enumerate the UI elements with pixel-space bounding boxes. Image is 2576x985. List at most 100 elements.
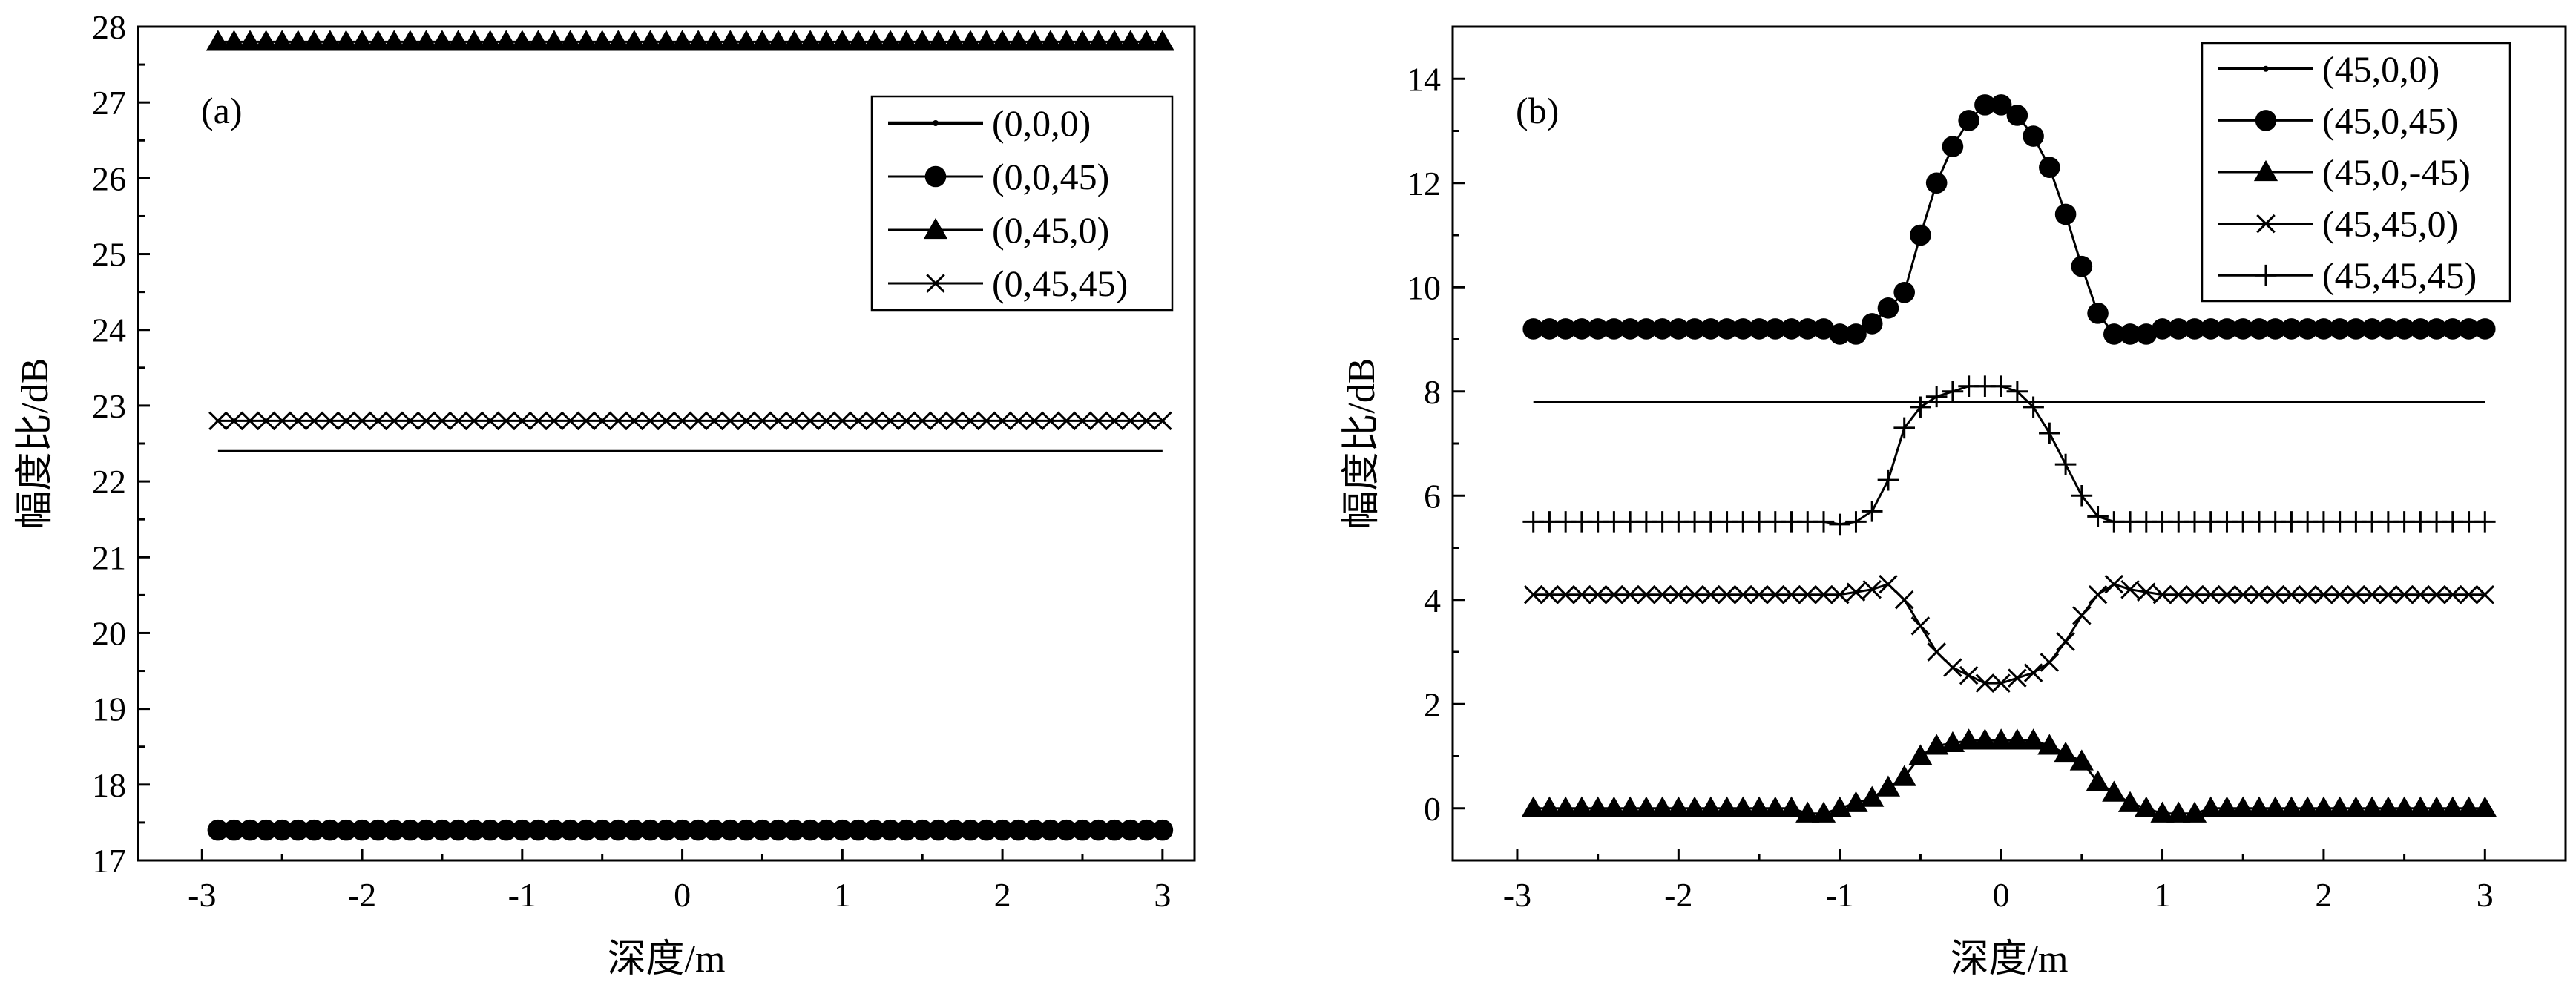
- data-point: [1862, 579, 1882, 599]
- data-point: [2248, 318, 2270, 340]
- data-point: [1830, 584, 1850, 604]
- data-point: [608, 411, 628, 431]
- data-point: [1698, 796, 1723, 817]
- data-point: [384, 411, 404, 431]
- x-tick-label: -3: [188, 876, 216, 914]
- data-point: [896, 411, 916, 431]
- y-axis-title: 幅度比/dB: [1341, 358, 1383, 529]
- series-line: [1533, 385, 2485, 526]
- x-tick-label: -2: [348, 876, 376, 914]
- data-point: [2279, 796, 2304, 817]
- data-point: [2281, 318, 2302, 340]
- data-point: [2071, 255, 2093, 277]
- data-point: [1054, 30, 1079, 51]
- data-point: [1732, 318, 1754, 340]
- data-point: [1620, 584, 1640, 604]
- data-point: [414, 30, 438, 51]
- data-point: [254, 30, 278, 51]
- data-point: [2411, 584, 2431, 604]
- data-point: [2023, 663, 2043, 682]
- data-point: [1105, 411, 1124, 431]
- legend-marker: [923, 217, 948, 240]
- data-point: [655, 819, 677, 841]
- data-point: [2054, 203, 2077, 225]
- data-point: [272, 411, 292, 431]
- data-point: [2330, 584, 2350, 604]
- data-point: [2087, 506, 2109, 527]
- data-point: [2345, 318, 2367, 340]
- legend-marker: [926, 274, 945, 293]
- data-point: [849, 411, 868, 431]
- data-point: [1038, 30, 1062, 51]
- legend-label: (45,45,45): [2322, 254, 2477, 296]
- data-point: [207, 819, 229, 841]
- panel-label: (b): [1516, 90, 1559, 131]
- data-point: [1927, 642, 1946, 662]
- data-point: [2264, 318, 2286, 340]
- data-point: [974, 30, 999, 51]
- data-point: [2215, 796, 2239, 817]
- data-point: [702, 30, 726, 51]
- data-point: [2457, 796, 2481, 817]
- series-2: [1521, 728, 2497, 823]
- data-point: [526, 30, 551, 51]
- data-point: [2104, 574, 2124, 594]
- data-point: [1523, 584, 1543, 604]
- data-point: [2201, 584, 2221, 604]
- data-point: [2440, 796, 2465, 817]
- data-point: [814, 30, 838, 51]
- data-point: [2069, 749, 2094, 771]
- data-point: [670, 30, 694, 51]
- data-point: [944, 411, 965, 431]
- legend-label: (45,0,0): [2322, 48, 2439, 90]
- data-point: [687, 819, 709, 841]
- data-point: [1635, 318, 1657, 340]
- data-point: [1748, 318, 1770, 340]
- data-point: [2379, 584, 2398, 604]
- data-point: [415, 819, 437, 841]
- data-point: [942, 30, 967, 51]
- y-tick-label: 22: [92, 463, 126, 501]
- data-point: [224, 411, 244, 431]
- data-point: [446, 30, 470, 51]
- data-point: [1134, 30, 1159, 51]
- legend-label: (0,0,45): [992, 156, 1109, 197]
- data-point: [528, 411, 548, 431]
- data-point: [2425, 318, 2448, 340]
- x-tick-label: 0: [1993, 876, 2010, 914]
- data-point: [304, 411, 324, 431]
- data-point: [1073, 411, 1092, 431]
- series-line: [1533, 582, 2485, 685]
- data-point: [513, 411, 532, 431]
- data-point: [2169, 584, 2189, 604]
- legend: (0,0,0) (0,0,45) (0,45,0) (0,45,45): [870, 95, 1174, 312]
- data-point: [2311, 796, 2336, 817]
- panel-label: (a): [201, 90, 243, 131]
- data-point: [2008, 668, 2027, 688]
- data-point: [750, 30, 775, 51]
- data-point: [2346, 584, 2366, 604]
- data-point: [1795, 801, 1820, 823]
- legend-label: (0,45,45): [992, 263, 1128, 304]
- y-tick-label: 6: [1424, 477, 1441, 515]
- data-point: [511, 819, 533, 841]
- data-point: [2135, 323, 2158, 345]
- data-point: [2198, 796, 2223, 817]
- data-point: [1861, 501, 1883, 522]
- data-point: [2329, 318, 2350, 340]
- data-point: [1118, 30, 1143, 51]
- data-point: [1041, 411, 1060, 431]
- data-point: [1813, 318, 1835, 340]
- data-point: [286, 30, 310, 51]
- data-point: [1150, 30, 1174, 51]
- series-4: [1522, 375, 2496, 536]
- data-point: [735, 819, 758, 841]
- data-point: [2056, 632, 2075, 651]
- data-point: [689, 411, 708, 431]
- data-point: [2250, 584, 2269, 604]
- data-point: [1604, 584, 1624, 604]
- series-1: [207, 819, 1174, 841]
- data-point: [1925, 172, 1948, 194]
- data-point: [2361, 318, 2383, 340]
- data-point: [926, 30, 950, 51]
